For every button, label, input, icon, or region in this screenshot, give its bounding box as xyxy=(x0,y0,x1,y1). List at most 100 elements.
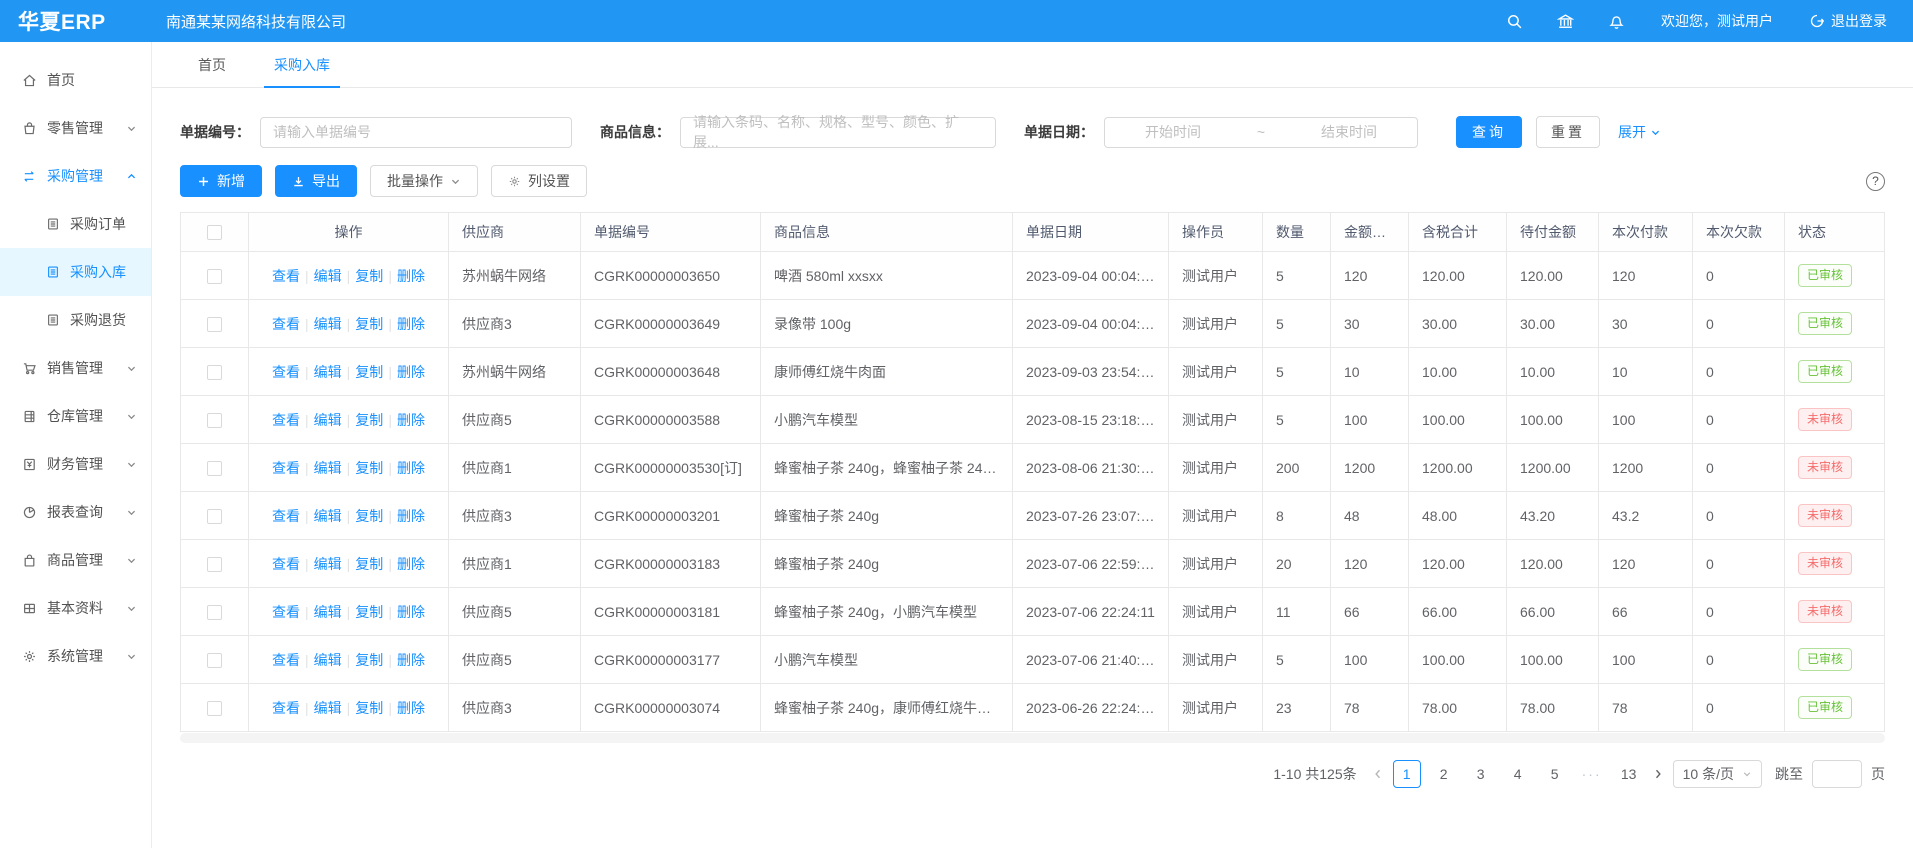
search-icon[interactable] xyxy=(1506,13,1523,30)
copy-link[interactable]: 复制 xyxy=(355,315,384,332)
reset-button[interactable]: 重置 xyxy=(1536,116,1600,148)
row-checkbox[interactable] xyxy=(207,652,222,668)
search-button[interactable]: 查询 xyxy=(1456,116,1522,148)
view-link[interactable]: 查看 xyxy=(272,699,301,716)
copy-link[interactable]: 复制 xyxy=(355,699,384,716)
row-checkbox[interactable] xyxy=(207,268,222,284)
edit-link[interactable]: 编辑 xyxy=(313,555,342,572)
delete-link[interactable]: 删除 xyxy=(396,603,425,620)
edit-link[interactable]: 编辑 xyxy=(313,363,342,380)
jump-to-input[interactable] xyxy=(1812,760,1862,788)
actions-cell: 查看 | 编辑 | 复制 | 删除 xyxy=(248,635,449,684)
delete-link[interactable]: 删除 xyxy=(396,411,425,428)
more-pages-icon[interactable]: ··· xyxy=(1581,766,1602,782)
next-page-icon[interactable] xyxy=(1652,768,1664,780)
view-link[interactable]: 查看 xyxy=(272,507,301,524)
edit-link[interactable]: 编辑 xyxy=(313,603,342,620)
view-link[interactable]: 查看 xyxy=(272,603,301,620)
date-range-input[interactable]: 开始时间 ~ 结束时间 xyxy=(1104,116,1418,148)
bell-icon[interactable] xyxy=(1608,13,1625,30)
view-link[interactable]: 查看 xyxy=(272,315,301,332)
goods-info-input[interactable]: 请输入条码、名称、规格、型号、颜色、扩展... xyxy=(680,114,996,150)
copy-link[interactable]: 复制 xyxy=(355,507,384,524)
delete-link[interactable]: 删除 xyxy=(396,363,425,380)
edit-link[interactable]: 编辑 xyxy=(313,315,342,332)
sidebar-item-system[interactable]: 系统管理 xyxy=(0,632,151,680)
view-link[interactable]: 查看 xyxy=(272,555,301,572)
bill-no-input[interactable]: 请输入单据编号 xyxy=(260,116,572,148)
column-settings-button[interactable]: 列设置 xyxy=(491,165,587,197)
sidebar-item-sales[interactable]: 销售管理 xyxy=(0,344,151,392)
page-size-select[interactable]: 10 条/页 xyxy=(1672,760,1762,788)
batch-actions-button[interactable]: 批量操作 xyxy=(370,165,478,197)
table-row: 查看 | 编辑 | 复制 | 删除 供应商3 CGRK00000003201 蜂蜜柚子茶 2… xyxy=(180,491,1885,540)
page-number-1[interactable]: 1 xyxy=(1392,760,1421,788)
delete-link[interactable]: 删除 xyxy=(396,555,425,572)
status-cell: 已审核 xyxy=(1784,683,1885,732)
delete-link[interactable]: 删除 xyxy=(396,267,425,284)
gear-icon xyxy=(509,176,520,186)
sidebar-item-goods[interactable]: 商品管理 xyxy=(0,536,151,584)
view-link[interactable]: 查看 xyxy=(272,651,301,668)
edit-link[interactable]: 编辑 xyxy=(313,651,342,668)
view-link[interactable]: 查看 xyxy=(272,363,301,380)
copy-link[interactable]: 复制 xyxy=(355,555,384,572)
tab-home[interactable]: 首页 xyxy=(198,56,226,73)
export-button[interactable]: 导出 xyxy=(275,165,357,197)
row-checkbox[interactable] xyxy=(207,364,222,380)
copy-link[interactable]: 复制 xyxy=(355,267,384,284)
row-checkbox[interactable] xyxy=(207,460,222,476)
view-link[interactable]: 查看 xyxy=(272,459,301,476)
row-checkbox[interactable] xyxy=(207,508,222,524)
goods-cell: 蜂蜜柚子茶 240g，蜂蜜柚子茶 240... xyxy=(760,443,1013,492)
help-icon[interactable]: ? xyxy=(1866,171,1885,191)
platform-bank-icon[interactable] xyxy=(1557,13,1574,30)
expand-link[interactable]: 展开 xyxy=(1618,122,1661,142)
page-number-4[interactable]: 4 xyxy=(1513,766,1522,782)
row-checkbox[interactable] xyxy=(207,604,222,620)
edit-link[interactable]: 编辑 xyxy=(313,459,342,476)
prev-page-icon[interactable] xyxy=(1372,768,1384,780)
delete-link[interactable]: 删除 xyxy=(396,315,425,332)
chevron-down-icon xyxy=(126,459,137,470)
sidebar-item-purchase[interactable]: 采购管理 xyxy=(0,152,151,200)
tab-purchase-inbound[interactable]: 采购入库 xyxy=(264,42,340,88)
delete-link[interactable]: 删除 xyxy=(396,699,425,716)
sidebar-item-purchase-return[interactable]: 采购退货 xyxy=(0,296,151,344)
page-number-13[interactable]: 13 xyxy=(1620,766,1637,782)
sidebar-item-reports[interactable]: 报表查询 xyxy=(0,488,151,536)
sidebar-item-purchase-order[interactable]: 采购订单 xyxy=(0,200,151,248)
row-checkbox[interactable] xyxy=(207,316,222,332)
row-checkbox[interactable] xyxy=(207,556,222,572)
sidebar-item-warehouse[interactable]: 仓库管理 xyxy=(0,392,151,440)
edit-link[interactable]: 编辑 xyxy=(313,411,342,428)
horizontal-scrollbar[interactable] xyxy=(180,733,1885,743)
delete-link[interactable]: 删除 xyxy=(396,459,425,476)
page-number-2[interactable]: 2 xyxy=(1439,766,1448,782)
logout-button[interactable]: 退出登录 xyxy=(1809,11,1887,31)
edit-link[interactable]: 编辑 xyxy=(313,699,342,716)
edit-link[interactable]: 编辑 xyxy=(313,267,342,284)
view-link[interactable]: 查看 xyxy=(272,267,301,284)
select-all-checkbox[interactable] xyxy=(207,225,222,241)
row-checkbox[interactable] xyxy=(207,700,222,716)
sidebar-item-finance[interactable]: 财务管理 xyxy=(0,440,151,488)
delete-link[interactable]: 删除 xyxy=(396,651,425,668)
sidebar-item-basic-data[interactable]: 基本资料 xyxy=(0,584,151,632)
page-number-3[interactable]: 3 xyxy=(1476,766,1485,782)
view-link[interactable]: 查看 xyxy=(272,411,301,428)
delete-link[interactable]: 删除 xyxy=(396,507,425,524)
copy-link[interactable]: 复制 xyxy=(355,603,384,620)
cart-icon xyxy=(22,361,37,376)
row-checkbox[interactable] xyxy=(207,412,222,428)
copy-link[interactable]: 复制 xyxy=(355,459,384,476)
copy-link[interactable]: 复制 xyxy=(355,651,384,668)
sidebar-item-home[interactable]: 首页 xyxy=(0,56,151,104)
sidebar-item-purchase-inbound[interactable]: 采购入库 xyxy=(0,248,151,296)
copy-link[interactable]: 复制 xyxy=(355,363,384,380)
add-button[interactable]: 新增 xyxy=(180,165,262,197)
sidebar-item-retail[interactable]: 零售管理 xyxy=(0,104,151,152)
edit-link[interactable]: 编辑 xyxy=(313,507,342,524)
copy-link[interactable]: 复制 xyxy=(355,411,384,428)
page-number-5[interactable]: 5 xyxy=(1550,766,1559,782)
